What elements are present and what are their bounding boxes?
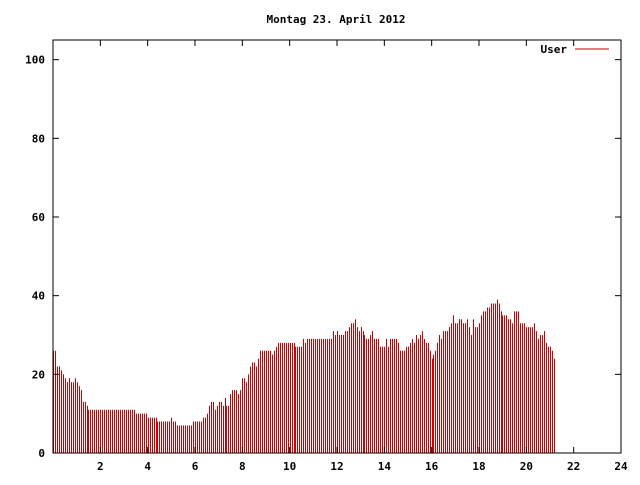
chart-title: Montag 23. April 2012 <box>266 13 405 26</box>
y-tick-label: 80 <box>32 132 45 145</box>
legend-label-user: User <box>541 43 568 56</box>
y-tick-label: 20 <box>32 368 45 381</box>
x-tick-label: 6 <box>192 460 199 473</box>
x-tick-label: 12 <box>330 460 343 473</box>
x-tick-label: 8 <box>239 460 246 473</box>
bars-layer <box>53 299 555 453</box>
legend: User <box>541 43 609 56</box>
x-axis: 2 4 6 8 10 12 14 16 18 20 22 24 <box>97 40 628 473</box>
y-tick-label: 0 <box>38 447 45 460</box>
x-tick-label: 20 <box>520 460 533 473</box>
x-tick-label: 22 <box>567 460 580 473</box>
x-tick-label: 10 <box>283 460 296 473</box>
y-axis: 0 20 40 60 80 100 <box>25 54 621 460</box>
x-tick-label: 18 <box>472 460 485 473</box>
y-tick-label: 60 <box>32 211 45 224</box>
y-tick-label: 40 <box>32 290 45 303</box>
x-tick-label: 24 <box>614 460 628 473</box>
x-tick-label: 2 <box>97 460 104 473</box>
x-tick-label: 4 <box>144 460 151 473</box>
x-tick-label: 16 <box>425 460 439 473</box>
y-tick-label: 100 <box>25 54 45 67</box>
x-tick-label: 14 <box>378 460 392 473</box>
